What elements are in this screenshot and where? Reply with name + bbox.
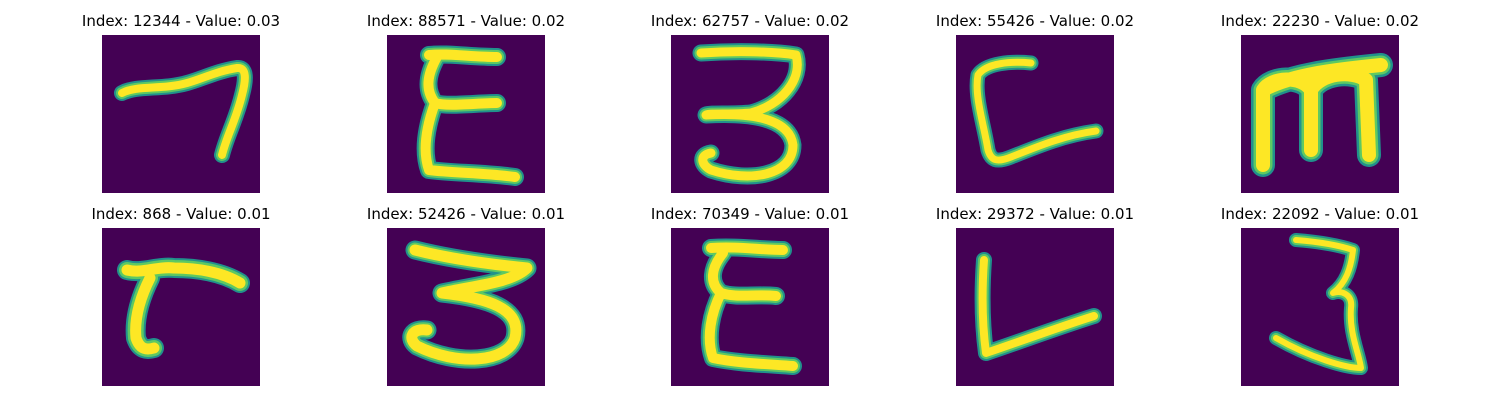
epsilon-stroke-glyph: [700, 238, 802, 375]
three-stroke-glyph: [402, 240, 537, 369]
image-title: Index: 52426 - Value: 0.01: [366, 205, 566, 223]
image-title: Index: 29372 - Value: 0.01: [935, 205, 1135, 223]
character-image: [102, 35, 260, 193]
three-stroke-glyph: [1269, 233, 1368, 375]
character-image: [102, 228, 260, 386]
image-title: Index: 55426 - Value: 0.02: [935, 12, 1135, 30]
r-stroke-glyph: [117, 257, 250, 359]
character-image: [956, 228, 1114, 386]
image-title: Index: 62757 - Value: 0.02: [650, 12, 850, 30]
L-curve-stroke-glyph: [969, 54, 1104, 168]
image-title: Index: 70349 - Value: 0.01: [650, 205, 850, 223]
character-image: [671, 228, 829, 386]
character-image: [956, 35, 1114, 193]
three-stroke-glyph: [692, 43, 806, 185]
image-title: Index: 22092 - Value: 0.01: [1220, 205, 1420, 223]
image-title: Index: 12344 - Value: 0.03: [81, 12, 281, 30]
epsilon-stroke-glyph: [416, 45, 524, 186]
image-title: Index: 88571 - Value: 0.02: [366, 12, 566, 30]
character-image: [387, 228, 545, 386]
m-stroke-glyph: [1251, 53, 1393, 177]
seven-like-stroke-glyph: [114, 60, 253, 163]
character-image: [387, 35, 545, 193]
character-image: [1241, 228, 1399, 386]
image-title: Index: 22230 - Value: 0.02: [1220, 12, 1420, 30]
character-image: [671, 35, 829, 193]
character-image: [1241, 35, 1399, 193]
image-title: Index: 868 - Value: 0.01: [91, 205, 271, 223]
L-stroke-glyph: [974, 252, 1102, 361]
